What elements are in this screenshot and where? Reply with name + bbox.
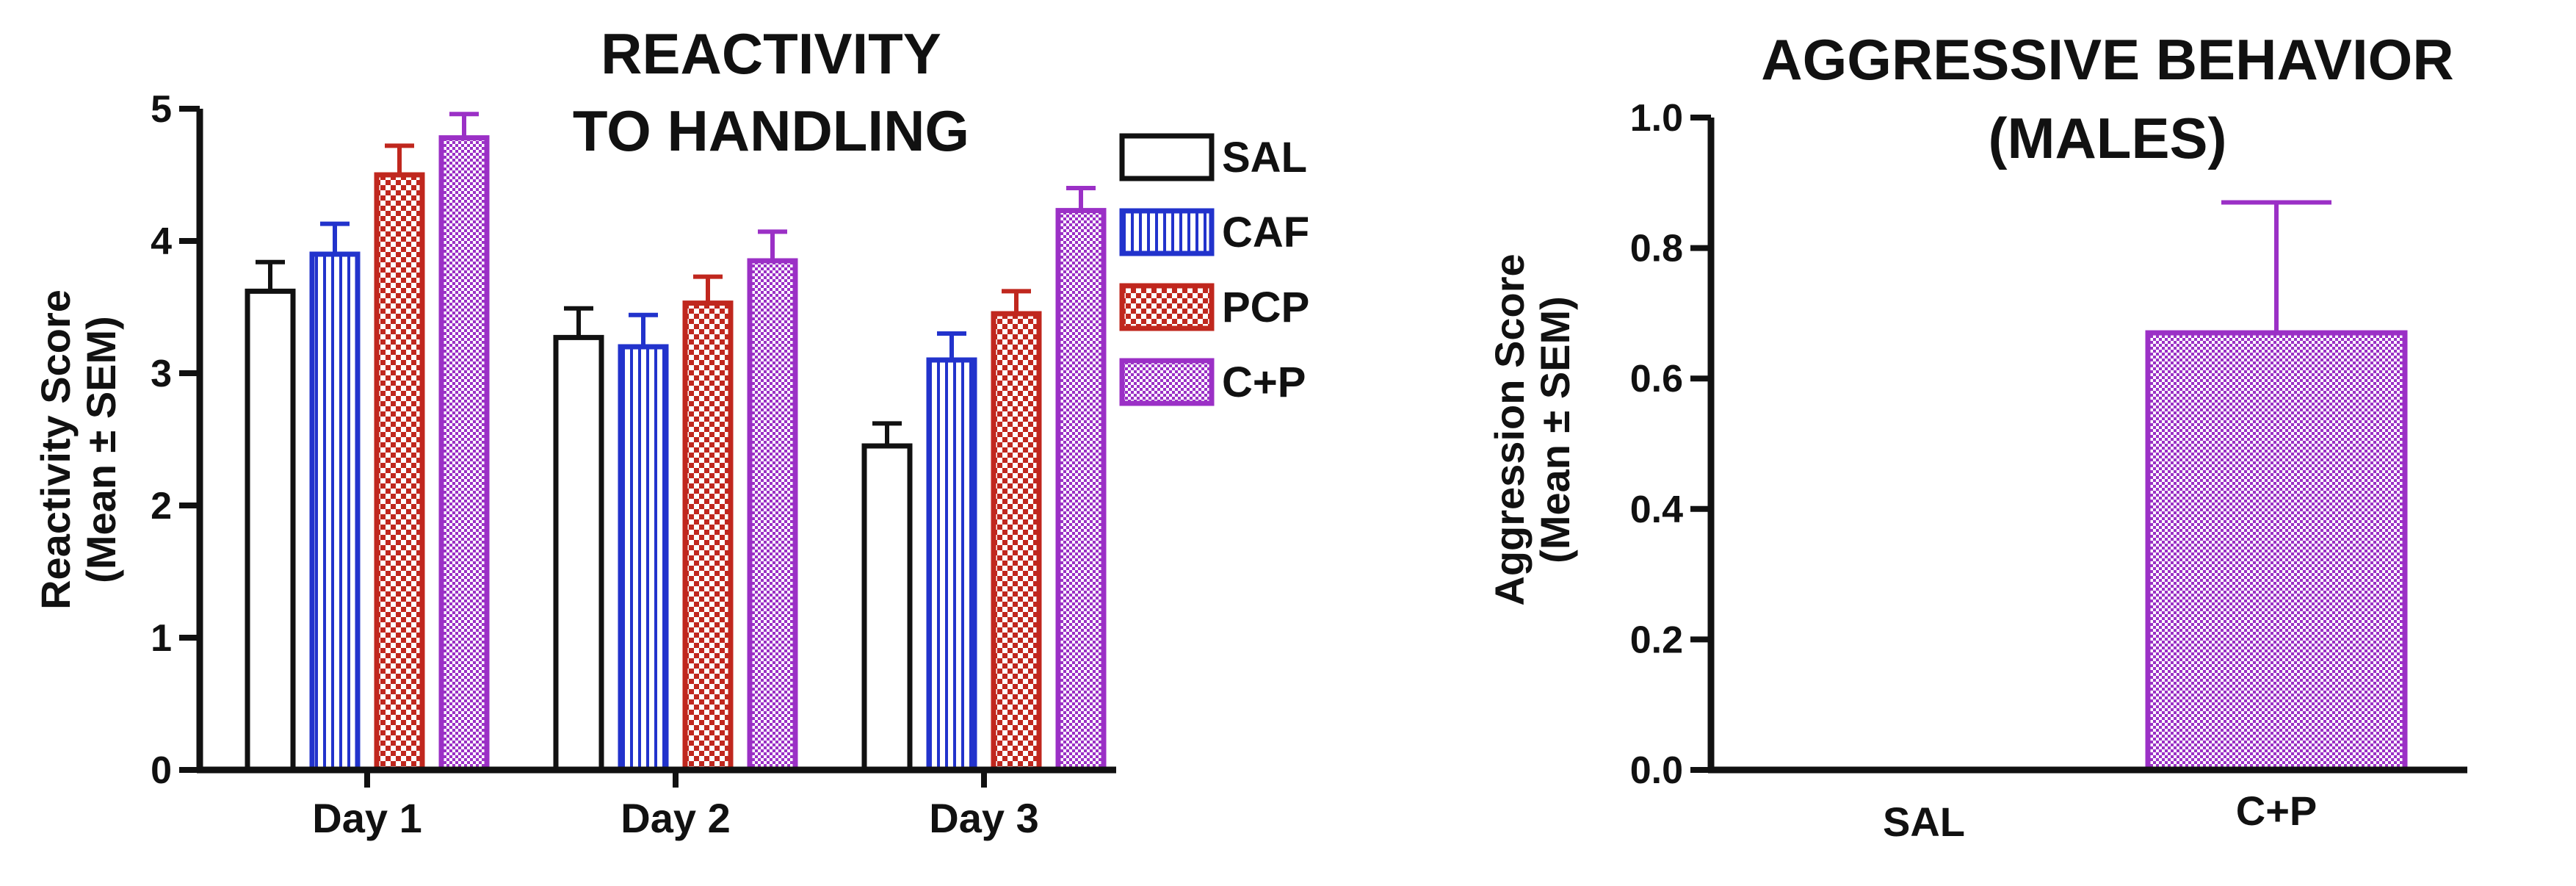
chart1-ylabel-line2: (Mean ± SEM): [78, 316, 124, 583]
aggression-chart: AGGRESSIVE BEHAVIOR (MALES) Aggression S…: [1486, 27, 2467, 845]
chart1-title-line1: REACTIVITY: [601, 21, 941, 86]
legend-swatch-caf: [1119, 208, 1215, 256]
chart2-title-line1: AGGRESSIVE BEHAVIOR: [1761, 27, 2453, 92]
chart2-bars: [2145, 200, 2408, 773]
chart1-bar-cpp: [1055, 208, 1107, 773]
chart2-x-ticks: SAL C+P: [1883, 788, 2317, 845]
legend-label-sal: SAL: [1222, 134, 1307, 181]
chart1-legend: SAL CAF PCP C+P: [1119, 133, 1309, 406]
chart2-x-tick-label: SAL: [1883, 799, 1965, 845]
chart1-ylabel-line1: Reactivity Score: [32, 289, 79, 610]
chart1-y-tick-label: 4: [151, 220, 172, 263]
legend-label-pcp: PCP: [1222, 284, 1309, 331]
chart1-bar-pcp: [374, 172, 425, 773]
chart1-y-tick-label: 5: [151, 88, 172, 131]
chart2-title-line2: (MALES): [1989, 106, 2227, 170]
chart1-x-tick-label: Day 3: [929, 795, 1038, 841]
chart2-ylabel-line2: (Mean ± SEM): [1532, 296, 1578, 563]
chart1-bar-caf: [618, 344, 669, 773]
legend-label-cpp: C+P: [1222, 359, 1306, 406]
chart1-y-tick-label: 1: [151, 617, 172, 660]
chart1-bar-pcp: [991, 311, 1042, 773]
chart1-bar-sal: [245, 288, 296, 773]
chart1-bar-pcp: [682, 300, 734, 773]
chart2-y-tick-label: 0.0: [1630, 749, 1683, 792]
reactivity-chart: REACTIVITY TO HANDLING Reactivity Score …: [32, 21, 1309, 841]
chart2-y-tick-label: 0.8: [1630, 228, 1683, 270]
chart1-y-tick-label: 0: [151, 749, 172, 792]
legend-swatch-pcp: [1119, 283, 1215, 331]
chart1-bar-caf: [926, 357, 977, 773]
chart1-y-tick-label: 3: [151, 353, 172, 395]
chart1-bars: [245, 112, 1107, 773]
chart2-y-tick-label: 0.2: [1630, 619, 1683, 661]
chart1-bar-sal: [861, 443, 913, 773]
chart2-bar-cpp: [2145, 330, 2408, 773]
chart2-y-tick-label: 0.4: [1630, 489, 1683, 531]
chart1-x-ticks: Day 1 Day 2 Day 3: [312, 770, 1039, 841]
legend-swatch-sal: [1119, 133, 1215, 181]
chart1-bar-sal: [553, 334, 604, 773]
chart1-x-tick-label: Day 1: [312, 795, 422, 841]
chart1-title-line2: TO HANDLING: [573, 98, 969, 163]
chart1-y-tick-label: 2: [151, 485, 172, 527]
chart2-ylabel-line1: Aggression Score: [1486, 253, 1533, 605]
legend-label-caf: CAF: [1222, 209, 1309, 256]
chart2-y-tick-label: 1.0: [1630, 97, 1683, 140]
chart2-y-ticks: 0.0 0.2 0.4 0.6 0.8 1.0: [1630, 97, 1711, 792]
legend-swatch-cpp: [1119, 358, 1215, 406]
chart1-x-tick-label: Day 2: [621, 795, 730, 841]
chart1-y-ticks: 0 1 2 3 4 5: [151, 88, 200, 792]
chart1-bar-caf: [309, 251, 361, 773]
chart1-bar-cpp: [438, 135, 490, 773]
chart2-y-tick-label: 0.6: [1630, 358, 1683, 400]
chart1-bar-cpp: [747, 258, 798, 773]
chart2-x-tick-label: C+P: [2236, 788, 2318, 834]
